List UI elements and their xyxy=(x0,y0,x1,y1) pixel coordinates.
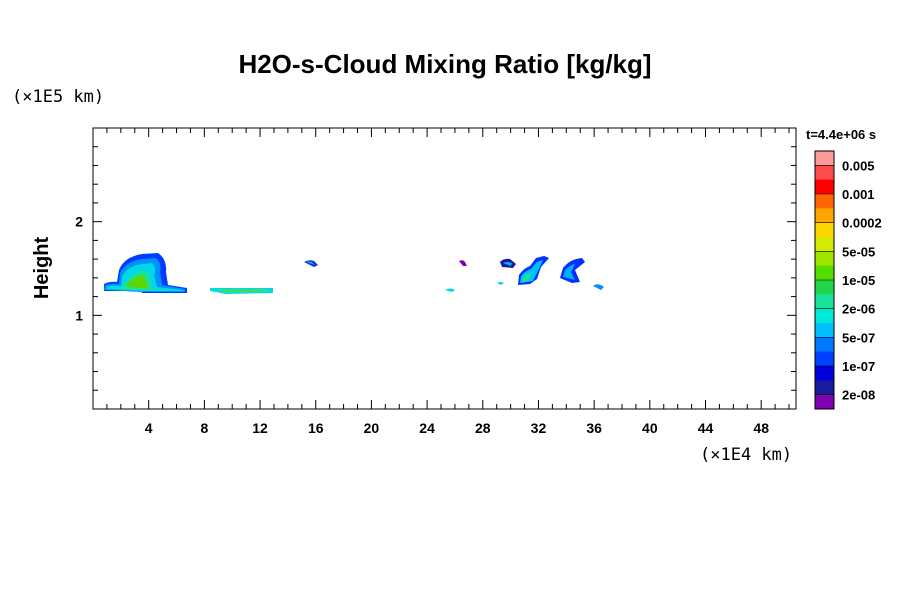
x-tick-label: 44 xyxy=(698,420,714,436)
y-tick-label: 1 xyxy=(75,307,83,323)
x-tick-label: 12 xyxy=(252,420,268,436)
colorbar-label: 1e-05 xyxy=(842,273,875,288)
plot-frame xyxy=(92,127,797,410)
colorbar-label: 0.001 xyxy=(842,187,875,202)
x-tick-label: 32 xyxy=(531,420,547,436)
colorbar-swatch xyxy=(815,194,834,209)
colorbar-swatch xyxy=(815,265,834,281)
x-tick-label: 28 xyxy=(475,420,491,436)
x-tick-label: 24 xyxy=(419,420,435,436)
x-tick-label: 48 xyxy=(753,420,769,436)
colorbar-swatch xyxy=(815,208,834,224)
colorbar-swatch xyxy=(815,366,834,381)
cloud-region xyxy=(445,288,455,292)
cloud-region xyxy=(306,261,315,265)
colorbar-swatch xyxy=(815,323,834,338)
cloud-region xyxy=(459,260,467,266)
x-tick-label: 4 xyxy=(145,420,153,436)
colorbar-swatch xyxy=(815,165,834,181)
colorbar-swatch xyxy=(815,351,834,367)
colorbar-label: 1e-07 xyxy=(842,359,875,374)
x-tick-label: 16 xyxy=(308,420,324,436)
colorbar-swatch xyxy=(815,179,834,195)
cloud-field xyxy=(104,253,604,294)
colorbar: 0.005 0.001 0.0002 5e-05 1e-05 2e-06 5e-07 1e-0… xyxy=(814,150,882,410)
cloud-region xyxy=(593,284,604,290)
colorbar-label: 0.0002 xyxy=(842,216,882,231)
colorbar-swatch xyxy=(815,380,834,396)
y-axis-label: Height xyxy=(31,237,53,300)
x-tick-label: 8 xyxy=(200,420,208,436)
x-unit-label: (×1E4 km) xyxy=(700,445,792,465)
cloud-region xyxy=(560,258,585,283)
colorbar-swatch xyxy=(815,151,834,166)
colorbar-swatch xyxy=(815,280,834,295)
cloud-region xyxy=(497,282,504,285)
x-tick-label: 20 xyxy=(364,420,380,436)
cloud-region xyxy=(104,253,187,293)
colorbar-swatch xyxy=(815,237,834,252)
colorbar-swatch xyxy=(815,394,834,410)
x-tick-label: 36 xyxy=(586,420,602,436)
cloud-region xyxy=(210,288,273,294)
colorbar-label: 0.005 xyxy=(842,158,875,173)
y-tick-label: 2 xyxy=(75,214,83,230)
cloud-region xyxy=(503,262,512,266)
chart-title: H2O-s-Cloud Mixing Ratio [kg/kg] xyxy=(238,49,651,79)
colorbar-label: 2e-06 xyxy=(842,302,875,317)
colorbar-label: 5e-07 xyxy=(842,330,875,345)
colorbar-swatch xyxy=(815,337,834,353)
time-label: t=4.4e+06 s xyxy=(806,127,876,142)
colorbar-label: 2e-08 xyxy=(842,388,875,403)
x-tick-label: 40 xyxy=(642,420,658,436)
cloud-region xyxy=(518,256,549,285)
colorbar-swatch xyxy=(815,251,834,267)
colorbar-swatch xyxy=(815,308,834,324)
y-unit-label: (×1E5 km) xyxy=(12,87,104,107)
colorbar-swatch xyxy=(815,222,834,238)
colorbar-swatch xyxy=(815,294,834,310)
colorbar-label: 5e-05 xyxy=(842,244,875,259)
